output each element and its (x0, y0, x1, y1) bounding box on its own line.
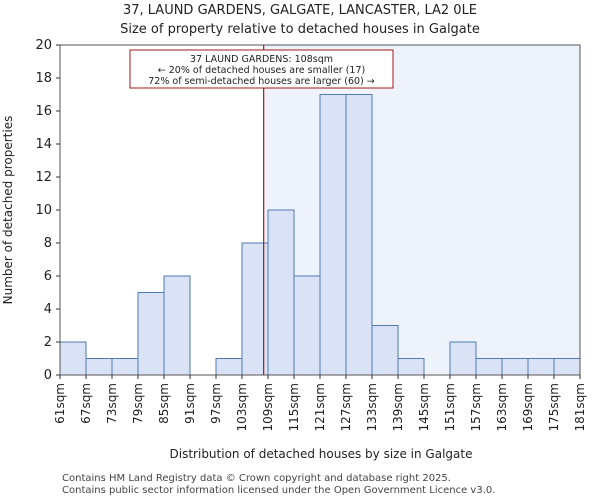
bar-97sqm[interactable] (215, 358, 243, 376)
x-tick-label-103sqm: 103sqm (235, 383, 249, 431)
bar-157sqm[interactable] (475, 358, 503, 376)
x-tick-label-85sqm: 85sqm (157, 383, 171, 424)
x-tick-label-121sqm: 121sqm (313, 383, 327, 431)
bar-115sqm[interactable] (293, 275, 321, 376)
y-tick-label-20: 20 (35, 38, 52, 53)
y-tick-label-10: 10 (35, 203, 52, 218)
x-tick-label-157sqm: 157sqm (469, 383, 483, 431)
y-tick-label-2: 2 (44, 335, 52, 350)
bar-151sqm[interactable] (449, 341, 477, 376)
x-tick-label-181sqm: 181sqm (573, 383, 587, 431)
chart-title: 37, LAUND GARDENS, GALGATE, LANCASTER, L… (122, 3, 478, 18)
bar-67sqm[interactable] (85, 358, 113, 376)
bar-85sqm[interactable] (163, 275, 191, 376)
x-tick-label-109sqm: 109sqm (261, 383, 275, 431)
y-tick-label-16: 16 (35, 104, 52, 119)
x-tick-label-169sqm: 169sqm (521, 383, 535, 431)
x-axis-label: Distribution of detached houses by size … (170, 447, 473, 461)
bar-73sqm[interactable] (111, 358, 139, 376)
x-tick-label-175sqm: 175sqm (547, 383, 561, 431)
y-tick-label-12: 12 (35, 170, 52, 185)
x-tick-label-67sqm: 67sqm (79, 383, 93, 424)
histogram-chart: Number of detached properties Distributi… (1, 38, 587, 461)
annotation-title: 37 LAUND GARDENS: 108sqm (190, 54, 333, 65)
y-tick-label-8: 8 (44, 236, 52, 251)
footer-line-2: Contains public sector information licen… (62, 485, 496, 496)
y-tick-label-18: 18 (35, 71, 52, 86)
x-tick-label-73sqm: 73sqm (105, 383, 119, 424)
bar-175sqm[interactable] (553, 358, 581, 376)
y-tick-label-4: 4 (44, 302, 52, 317)
x-tick-label-127sqm: 127sqm (339, 383, 353, 431)
bar-79sqm[interactable] (137, 292, 165, 376)
bar-139sqm[interactable] (397, 358, 425, 376)
bar-121sqm[interactable] (319, 94, 347, 376)
x-tick-label-61sqm: 61sqm (53, 383, 67, 424)
x-tick-label-97sqm: 97sqm (209, 383, 223, 424)
x-tick-label-145sqm: 145sqm (417, 383, 431, 431)
y-tick-label-0: 0 (44, 368, 52, 383)
x-tick-label-79sqm: 79sqm (131, 383, 145, 424)
x-tick-label-151sqm: 151sqm (443, 383, 457, 431)
footer-line-1: Contains HM Land Registry data © Crown c… (62, 473, 451, 484)
bar-61sqm[interactable] (59, 341, 87, 376)
x-tick-label-133sqm: 133sqm (365, 383, 379, 431)
x-tick-label-139sqm: 139sqm (391, 383, 405, 431)
bar-133sqm[interactable] (371, 325, 399, 376)
chart-subtitle: Size of property relative to detached ho… (120, 22, 480, 37)
bar-163sqm[interactable] (501, 358, 529, 376)
annotation-smaller: ← 20% of detached houses are smaller (17… (158, 65, 365, 76)
bar-127sqm[interactable] (345, 94, 373, 376)
y-tick-label-6: 6 (44, 269, 52, 284)
y-axis-label: Number of detached properties (1, 116, 15, 305)
annotation-box (129, 49, 394, 89)
bar-109sqm[interactable] (267, 209, 295, 376)
x-tick-label-163sqm: 163sqm (495, 383, 509, 431)
bar-169sqm[interactable] (527, 358, 555, 376)
x-tick-label-115sqm: 115sqm (287, 383, 301, 431)
annotation-larger: 72% of semi-detached houses are larger (… (148, 76, 375, 87)
y-tick-label-14: 14 (35, 137, 52, 152)
x-tick-label-91sqm: 91sqm (183, 383, 197, 424)
